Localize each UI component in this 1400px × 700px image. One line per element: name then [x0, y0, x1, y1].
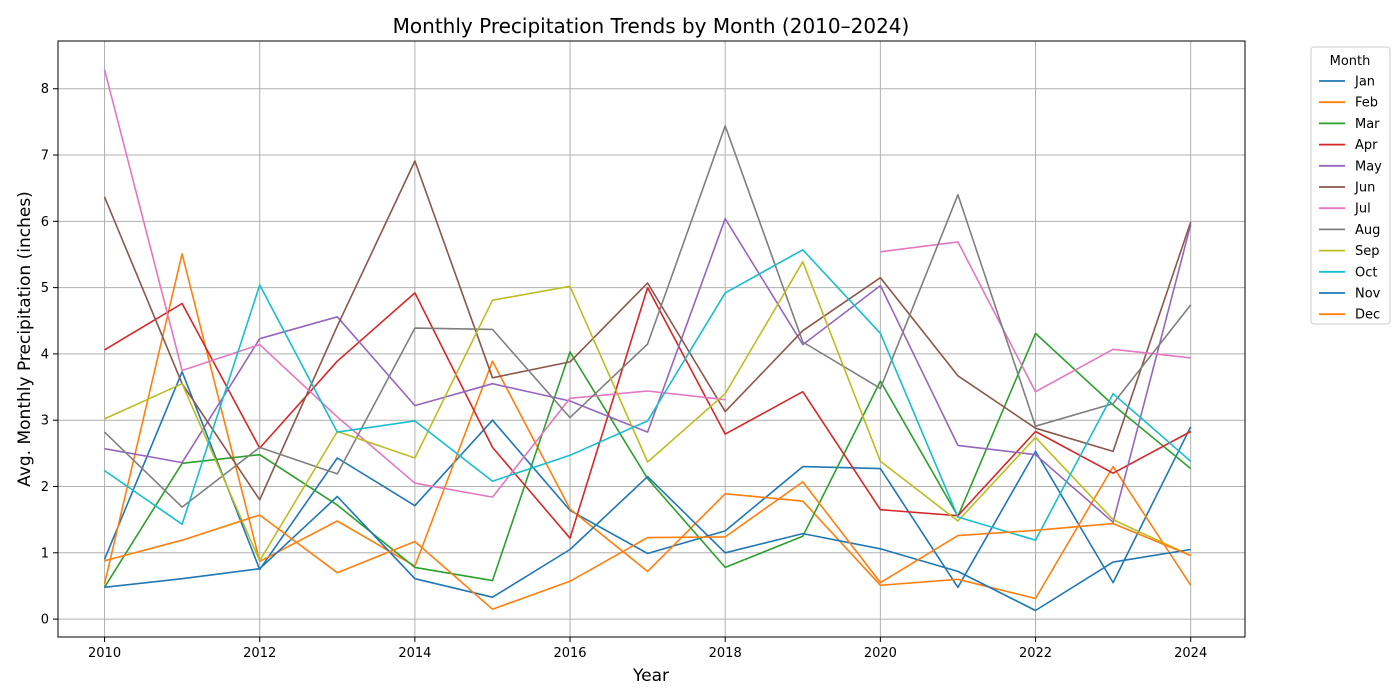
legend-entry: Dec	[1355, 308, 1380, 323]
legend-entry: Sep	[1355, 244, 1380, 259]
series-line-oct	[104, 249, 1192, 541]
chart-title: Monthly Precipitation Trends by Month (2…	[393, 14, 910, 38]
series-line-nov	[104, 475, 1191, 612]
series-line-may	[104, 217, 1192, 524]
legend-entry: Nov	[1355, 287, 1381, 302]
x-tick-label: 2014	[398, 646, 431, 661]
x-axis-label: Year	[632, 666, 669, 686]
legend-entry: Jan	[1354, 75, 1375, 90]
y-axis-label: Avg. Monthly Precipitation (inches)	[15, 191, 35, 487]
y-tick-label: 0	[41, 613, 49, 628]
series-line-sep	[104, 261, 1192, 562]
y-tick-label: 6	[41, 215, 49, 230]
x-tick-label: 2018	[709, 646, 742, 661]
x-tick-label: 2010	[88, 646, 121, 661]
x-tick-label: 2016	[553, 646, 586, 661]
series-line-mar	[103, 332, 1192, 588]
legend-entry: Apr	[1355, 138, 1378, 153]
y-tick-label: 2	[41, 480, 49, 495]
series-lines	[103, 69, 1192, 612]
series-line-jan	[103, 371, 1192, 589]
legend-entry: Jun	[1354, 181, 1375, 196]
legend-title: Month	[1330, 54, 1371, 69]
series-line-jul	[103, 69, 1191, 498]
y-tick-label: 8	[41, 82, 49, 97]
legend-entry: Oct	[1355, 265, 1377, 280]
axis-ticks: 2010 2012 2014 2016 2018 2020 2022 2024 0 1 2 3 4 5 6 7…	[41, 82, 1208, 661]
series-line-feb	[103, 253, 1192, 600]
x-tick-label: 2022	[1019, 646, 1052, 661]
x-tick-label: 2012	[243, 646, 276, 661]
legend-entry: Mar	[1355, 117, 1380, 132]
y-tick-label: 1	[41, 546, 49, 561]
legend-frame	[1310, 46, 1391, 325]
y-tick-label: 3	[41, 414, 49, 429]
series-line-jun	[103, 160, 1192, 501]
series-line-apr	[104, 286, 1192, 539]
legend-entry: May	[1355, 159, 1382, 174]
gridlines	[58, 41, 1245, 637]
legend-entry: Feb	[1355, 96, 1378, 111]
x-tick-label: 2024	[1174, 646, 1207, 661]
series-line-aug	[103, 125, 1192, 508]
legend: Month Jan Feb Mar Apr May Jun Jul Aug Sep Oct Nov D…	[1310, 46, 1391, 325]
legend-entry: Aug	[1355, 223, 1380, 238]
legend-entry: Jul	[1354, 202, 1371, 217]
y-tick-label: 5	[41, 281, 49, 296]
plot-frame	[57, 40, 1246, 638]
x-tick-label: 2020	[864, 646, 897, 661]
y-tick-label: 7	[41, 149, 49, 164]
y-tick-label: 4	[41, 347, 49, 362]
series-line-dec	[104, 481, 1192, 610]
